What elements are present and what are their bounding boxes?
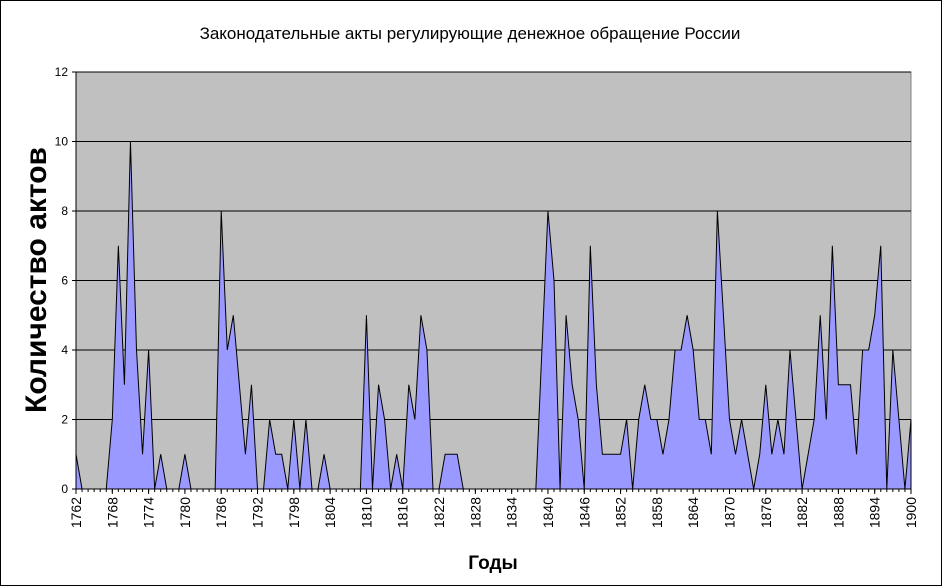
chart-title: Законодательные акты регулирующие денежн… [200,24,741,43]
x-tick-label: 1822 [431,497,447,528]
x-tick-label: 1888 [830,497,846,528]
x-tick-label: 1840 [540,497,556,528]
x-tick-label: 1816 [395,497,411,528]
x-tick-label: 1786 [213,497,229,528]
x-tick-label: 1804 [322,497,338,528]
x-tick-label: 1900 [903,497,919,528]
x-tick-label: 1780 [177,497,193,528]
x-axis-label: Годы [468,553,517,574]
x-tick-label: 1876 [758,497,774,528]
y-tick-label: 8 [61,204,68,218]
x-tick-label: 1762 [68,497,84,528]
x-tick-label: 1768 [104,497,120,528]
x-tick-label: 1774 [141,497,157,528]
x-tick-label: 1858 [649,497,665,528]
y-tick-label: 10 [55,135,69,149]
x-tick-label: 1894 [867,497,883,528]
x-tick-label: 1834 [504,497,520,528]
x-tick-label: 1852 [613,497,629,528]
x-tick-label: 1882 [794,497,810,528]
y-tick-label: 12 [55,65,69,79]
x-tick-label: 1828 [467,497,483,528]
y-tick-label: 0 [61,482,68,496]
x-tick-label: 1870 [721,497,737,528]
x-tick-label: 1798 [286,497,302,528]
x-tick-label: 1792 [250,497,266,528]
x-tick-label: 1864 [685,497,701,528]
y-tick-label: 4 [61,343,68,357]
x-tick-label: 1810 [358,497,374,528]
y-tick-label: 6 [61,274,68,288]
x-tick-label: 1846 [576,497,592,528]
y-axis-label: Количество актов [20,147,53,413]
y-tick-label: 2 [61,413,68,427]
